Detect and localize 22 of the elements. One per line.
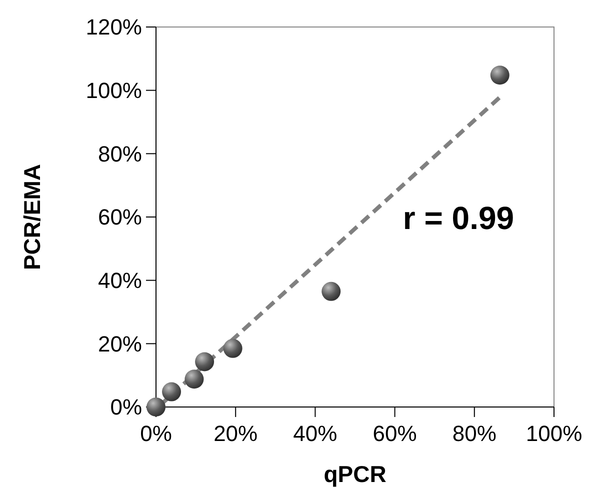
y-tick-label: 60% bbox=[98, 204, 142, 230]
point bbox=[195, 352, 214, 372]
annotation: r = 0.99 bbox=[402, 200, 514, 236]
y-axis-title: PCR/EMA bbox=[19, 164, 45, 270]
x-tick-label: 100% bbox=[526, 421, 582, 446]
x-tick-label: 80% bbox=[452, 421, 496, 446]
y-tick-label: 100% bbox=[86, 78, 142, 104]
y-tick-label: 0% bbox=[110, 394, 142, 420]
point bbox=[322, 282, 341, 301]
x-tick-label: 40% bbox=[293, 421, 338, 446]
point bbox=[490, 66, 510, 85]
x-tick-label: 20% bbox=[214, 421, 258, 446]
point bbox=[162, 382, 182, 402]
y-tick-label: 40% bbox=[98, 268, 142, 294]
x-tick-label: 60% bbox=[372, 421, 417, 446]
point bbox=[184, 370, 204, 389]
point bbox=[223, 338, 242, 358]
x-axis-title: qPCR bbox=[324, 461, 387, 487]
y-tick-label: 80% bbox=[98, 141, 142, 166]
y-tick-label: 120% bbox=[86, 14, 142, 40]
x-tick-label: 0% bbox=[140, 421, 172, 446]
y-tick-label: 20% bbox=[98, 331, 142, 356]
